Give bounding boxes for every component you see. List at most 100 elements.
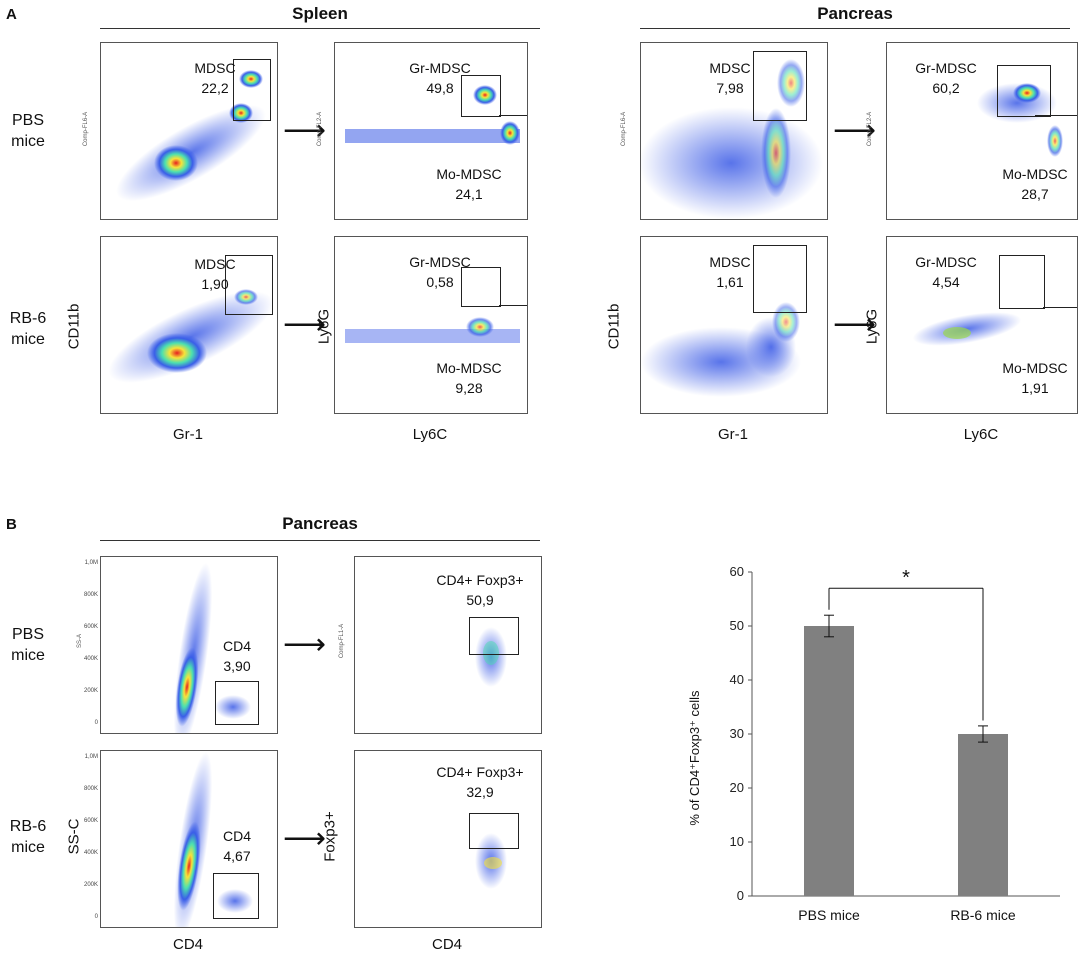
x-tick-label: PBS mice	[798, 907, 860, 923]
gate-box-mo	[1043, 307, 1077, 413]
density-plot	[345, 85, 520, 145]
gate-label-gr-mdsc: Gr-MDSC 0,58	[400, 252, 480, 292]
density-plot	[641, 302, 801, 397]
ss-tick: 800K	[83, 786, 98, 792]
gate-box-gr	[461, 267, 501, 307]
ss-tick: 1,0M	[84, 560, 98, 566]
axis-label-comp-fl2: Comp-FL2-A	[317, 111, 323, 147]
axis-label-gr1: Gr-1	[718, 426, 748, 443]
gate-label-mo-mdsc: Mo-MDSC 28,7	[990, 164, 1080, 204]
gate-label-mo-mdsc: Mo-MDSC 24,1	[424, 164, 514, 204]
gate-label-mdsc: MDSC 1,61	[700, 252, 760, 292]
ss-tick: 0	[94, 720, 98, 726]
chart-ylabel: % of CD4⁺Foxp3⁺ cells	[687, 690, 702, 826]
axis-label-comp-fl2: Comp-FL2-A	[867, 111, 873, 147]
gate-value: 28,7	[1021, 186, 1049, 202]
ss-ticks-pbs: 1,0M 800K 600K 400K 200K 0	[76, 560, 100, 728]
gate-label-gr-mdsc: Gr-MDSC 60,2	[906, 58, 986, 98]
gate-name: MDSC	[194, 60, 236, 76]
plot-pancreas-pbs-ly6	[886, 42, 1078, 220]
gate-value: 24,1	[455, 186, 483, 202]
gate-label-mdsc: MDSC 1,90	[180, 254, 250, 294]
gate-name: Mo-MDSC	[436, 166, 502, 182]
gate-box-mo	[1035, 115, 1077, 219]
sig-star: *	[902, 567, 910, 589]
y-tick-label: 50	[730, 618, 744, 633]
gate-label-mo-mdsc: Mo-MDSC 1,91	[990, 358, 1080, 398]
ss-tick: 200K	[83, 688, 98, 694]
section-rule-pancreas	[640, 28, 1070, 29]
plot-spleen-pbs-ly6	[334, 42, 528, 220]
y-tick-label: 60	[730, 564, 744, 579]
axis-label-comp-fl6: Comp-FL6-A	[621, 111, 627, 147]
y-tick-label: 10	[730, 834, 744, 849]
gate-box	[213, 873, 259, 919]
gate-box	[753, 51, 807, 121]
plot-b-rb6-foxp3	[354, 750, 542, 928]
section-title-pancreas: Pancreas	[817, 4, 893, 23]
gate-name: MDSC	[709, 254, 751, 270]
gate-value: 1,90	[201, 276, 229, 292]
gate-name: CD4	[222, 828, 251, 844]
density-plot	[345, 317, 520, 343]
arrow-right-icon: ⟶	[833, 114, 877, 147]
chart-ylabel-wrap: % of CD4⁺Foxp3⁺ cells	[680, 660, 710, 860]
axis-label-foxp3: Foxp3+	[321, 811, 339, 862]
plot-b-rb6-cd4	[100, 750, 278, 928]
plot-spleen-rb6-ly6	[334, 236, 528, 414]
gate-name: Gr-MDSC	[409, 60, 471, 76]
gate-value: 1,61	[716, 274, 744, 290]
gate-label-cd4-foxp3: CD4+ Foxp3+ 50,9	[430, 570, 530, 610]
density-plot	[641, 59, 823, 219]
ss-tick: 600K	[83, 624, 98, 630]
gate-box-gr	[997, 65, 1051, 117]
ss-tick: 600K	[83, 818, 98, 824]
ss-tick: 800K	[83, 592, 98, 598]
axis-label-ly6c: Ly6C	[412, 426, 448, 443]
density-plot	[116, 70, 266, 202]
plot-pancreas-rb6-ly6	[886, 236, 1078, 414]
y-tick-label: 30	[730, 726, 744, 741]
axis-label-cd4-b: CD4	[431, 936, 462, 953]
gate-value: 50,9	[466, 592, 494, 608]
axis-label-ly6g: Ly6G	[863, 308, 881, 345]
y-tick-label: 40	[730, 672, 744, 687]
gate-name: Gr-MDSC	[915, 60, 977, 76]
axis-label-cd11b: CD11b	[605, 303, 623, 350]
row-label-pbs-b: PBS mice	[11, 626, 45, 664]
gate-value: 49,8	[426, 80, 454, 96]
ss-tick: 400K	[83, 656, 98, 662]
gate-label-gr-mdsc: Gr-MDSC 4,54	[906, 252, 986, 292]
density-plot	[173, 562, 251, 733]
plot-pancreas-pbs-gr1	[640, 42, 828, 220]
gate-label-cd4: CD4 3,90	[212, 636, 262, 676]
axis-label-gr1: Gr-1	[173, 426, 203, 443]
axis-label-ly6c: Ly6C	[963, 426, 999, 443]
gate-value: 1,91	[1021, 380, 1049, 396]
bar	[958, 734, 1008, 896]
gate-box	[233, 59, 271, 121]
plot-b-pbs-foxp3	[354, 556, 542, 734]
axis-label-comp-fl1: Comp-FL1-A	[339, 623, 345, 659]
arrow-right-icon: ⟶	[283, 114, 327, 147]
gate-value: 60,2	[932, 80, 960, 96]
density-plot	[475, 833, 507, 889]
gate-value: 0,58	[426, 274, 454, 290]
gate-name: CD4+ Foxp3+	[436, 764, 524, 780]
gate-name: MDSC	[709, 60, 751, 76]
panel-letter-b: B	[6, 516, 17, 533]
gate-name: CD4	[222, 638, 251, 654]
gate-label-mdsc: MDSC 7,98	[700, 58, 760, 98]
ss-tick: 0	[94, 914, 98, 920]
section-rule-spleen	[100, 28, 540, 29]
axis-label-cd4: CD4	[172, 936, 203, 953]
gate-label-cd4-foxp3: CD4+ Foxp3+ 32,9	[430, 762, 530, 802]
gate-label-cd4: CD4 4,67	[212, 826, 262, 866]
section-title-pancreas-b: Pancreas	[282, 514, 358, 533]
plot-spleen-pbs-gr1	[100, 42, 278, 220]
density-plot	[173, 751, 253, 927]
gate-box	[469, 617, 519, 655]
gate-label-gr-mdsc: Gr-MDSC 49,8	[400, 58, 480, 98]
arrow-right-icon: ⟶	[283, 308, 327, 341]
ss-tick: 1,0M	[84, 754, 98, 760]
